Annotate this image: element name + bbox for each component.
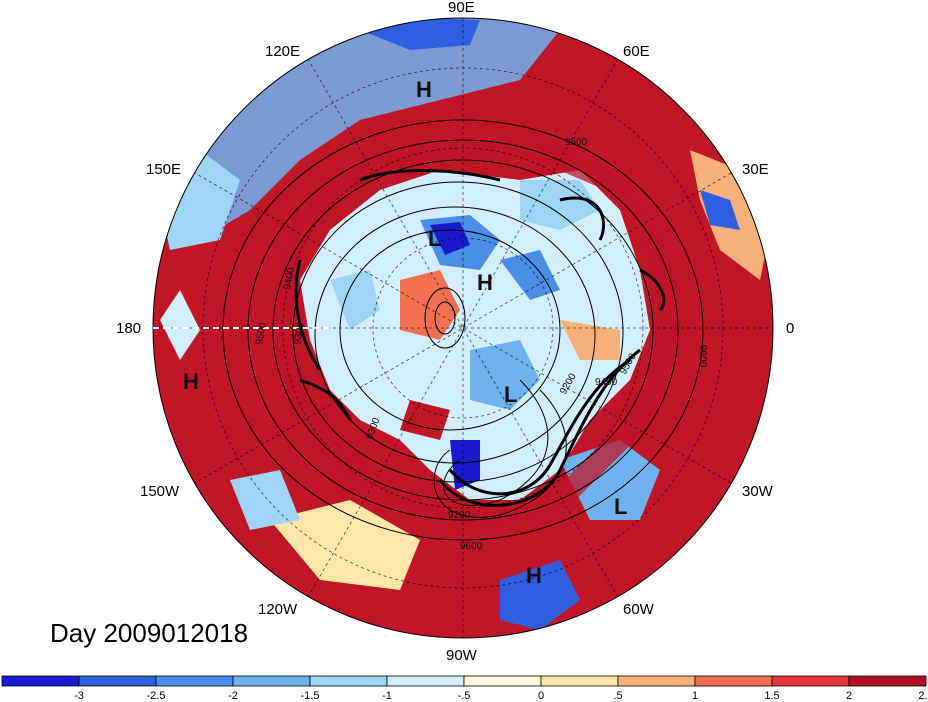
cold-anomaly-patch: [500, 250, 560, 300]
colorbar: -3-2.5-2-1.5-1-.50.511.522.53: [1, 675, 928, 702]
longitude-label: 90W: [446, 647, 478, 664]
colorbar-tick-label: -.5: [458, 690, 471, 702]
colorbar-tick-label: -3: [74, 690, 84, 702]
colorbar-tick-label: -1.5: [301, 690, 320, 702]
low-pressure-marker: L: [504, 382, 517, 407]
colorbar-tick-label: -2: [228, 690, 238, 702]
longitude-label: 150E: [146, 161, 181, 178]
high-pressure-marker: H: [526, 563, 542, 588]
colorbar-tick-label: 2: [846, 690, 852, 702]
cold-anomaly-patch: [700, 190, 740, 230]
contour-label: 9400: [595, 377, 618, 388]
longitude-label: 60E: [623, 43, 650, 60]
colorbar-box: [540, 675, 619, 687]
longitude-label: 90E: [448, 0, 475, 16]
pressure-centers: H L H L H L H: [183, 77, 627, 588]
cold-anomaly-patch: [160, 290, 200, 360]
colorbar-box: [463, 675, 542, 687]
colorbar-box: [617, 675, 696, 687]
field-layer: [153, 18, 773, 638]
colorbar-box: [848, 675, 927, 687]
colorbar-boxes: [1, 675, 927, 687]
longitude-label: 120E: [265, 43, 300, 60]
low-pressure-marker: L: [614, 494, 627, 519]
colorbar-tick-label: 1: [692, 690, 698, 702]
colorbar-box: [309, 675, 388, 687]
colorbar-tick-label: -2.5: [147, 690, 166, 702]
longitude-label: 120W: [258, 601, 298, 618]
longitude-label: 60W: [623, 601, 655, 618]
colorbar-box: [694, 675, 773, 687]
high-pressure-marker: H: [416, 77, 432, 102]
longitude-label: 150W: [140, 483, 180, 500]
high-pressure-marker: H: [183, 369, 199, 394]
longitude-labels: 90E 60E 30E 0 30W 60W 90W 120W 150W 180 …: [116, 0, 794, 664]
colorbar-box: [78, 675, 157, 687]
colorbar-box: [386, 675, 465, 687]
warm-anomaly-patch: [560, 320, 620, 360]
contour-label: 9400: [282, 266, 297, 290]
colorbar-tick-label: .5: [613, 690, 622, 702]
contour-label: 9300: [292, 321, 307, 345]
cold-anomaly-patch: [270, 500, 420, 590]
colorbar-tick-label: 0: [538, 690, 544, 702]
colorbar-tick-label: 1.5: [764, 690, 779, 702]
longitude-label: 30E: [742, 161, 769, 178]
contour-label: 9200: [448, 510, 471, 521]
longitude-label: 30W: [742, 483, 774, 500]
cold-anomaly-patch: [520, 180, 600, 230]
colorbar-box: [1, 675, 80, 687]
colorbar-tick-label: -1: [382, 690, 392, 702]
cold-anomaly-patch: [470, 340, 540, 410]
contour-label: 9600: [460, 541, 483, 552]
colorbar-box: [155, 675, 234, 687]
longitude-label: 180: [116, 320, 141, 337]
colorbar-box: [771, 675, 850, 687]
thick-frontal-contours: [294, 169, 666, 507]
cold-anomaly-patch: [330, 270, 380, 330]
colorbar-ticks: -3-2.5-2-1.5-1-.50.511.522.53: [74, 690, 928, 702]
low-pressure-marker: L: [428, 226, 441, 251]
colorbar-tick-label: 2.5: [918, 690, 928, 702]
colorbar-box: [232, 675, 311, 687]
warm-anomaly-patch: [400, 400, 450, 440]
date-title: Day 2009012018: [50, 618, 249, 648]
longitude-label: 0: [786, 320, 794, 337]
contour-label: 9500: [565, 137, 588, 148]
high-pressure-marker: H: [477, 270, 493, 295]
contour-label: 9500: [254, 321, 269, 345]
contour-label: 9600: [697, 345, 708, 368]
cold-anomaly-patch: [500, 560, 580, 630]
warm-anomaly-ring: [268, 139, 682, 532]
